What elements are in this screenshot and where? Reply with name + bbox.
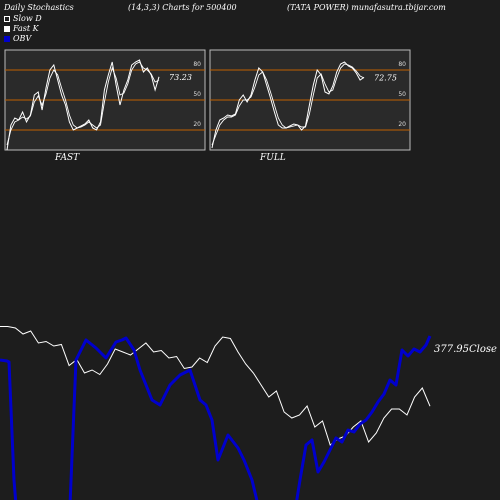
obv-line	[0, 335, 432, 500]
full-stochastic-panel: 80 50 20 72.75 FULL	[209, 49, 411, 163]
full-level-label: 50	[398, 91, 406, 98]
legend-slow-d-label: Slow D	[13, 14, 42, 23]
fast-k-swatch-icon	[4, 25, 10, 32]
legend-fast-k-label: Fast K	[13, 24, 39, 33]
close-price-line	[0, 326, 431, 446]
full-level-label: 20	[398, 121, 406, 128]
slow-d-swatch-icon	[4, 15, 10, 22]
full-level-label: 80	[398, 61, 406, 68]
full-last-value: 72.75	[374, 73, 397, 82]
legend-obv-label: OBV	[13, 34, 32, 43]
fast-level-label: 20	[193, 121, 201, 128]
fast-level-label: 80	[193, 61, 201, 68]
full-series-line	[211, 61, 365, 149]
fast-panel-title: FAST	[54, 153, 80, 163]
chart-title: Daily Stochastics	[4, 3, 74, 12]
price-obv-panel: 377.95Close	[0, 326, 497, 500]
fast-series-line	[6, 61, 160, 146]
close-last-value: 377.95Close	[434, 344, 497, 355]
legend-obv: OBV	[4, 34, 31, 43]
chart-company: (TATA POWER) munafasutra.tbijar.com	[287, 3, 446, 12]
legend-slow-d: Slow D	[4, 14, 42, 23]
fast-last-value: 73.23	[169, 73, 192, 82]
fast-level-label: 50	[193, 91, 201, 98]
full-panel-title: FULL	[259, 153, 286, 163]
obv-swatch-icon	[4, 35, 10, 42]
legend-fast-k: Fast K	[4, 24, 39, 33]
fast-stochastic-panel: 80 50 20 73.23 FAST	[4, 49, 206, 163]
chart-params: (14,3,3) Charts for 500400	[128, 3, 237, 12]
full-series-line	[211, 63, 365, 146]
fast-series-line	[6, 59, 160, 151]
